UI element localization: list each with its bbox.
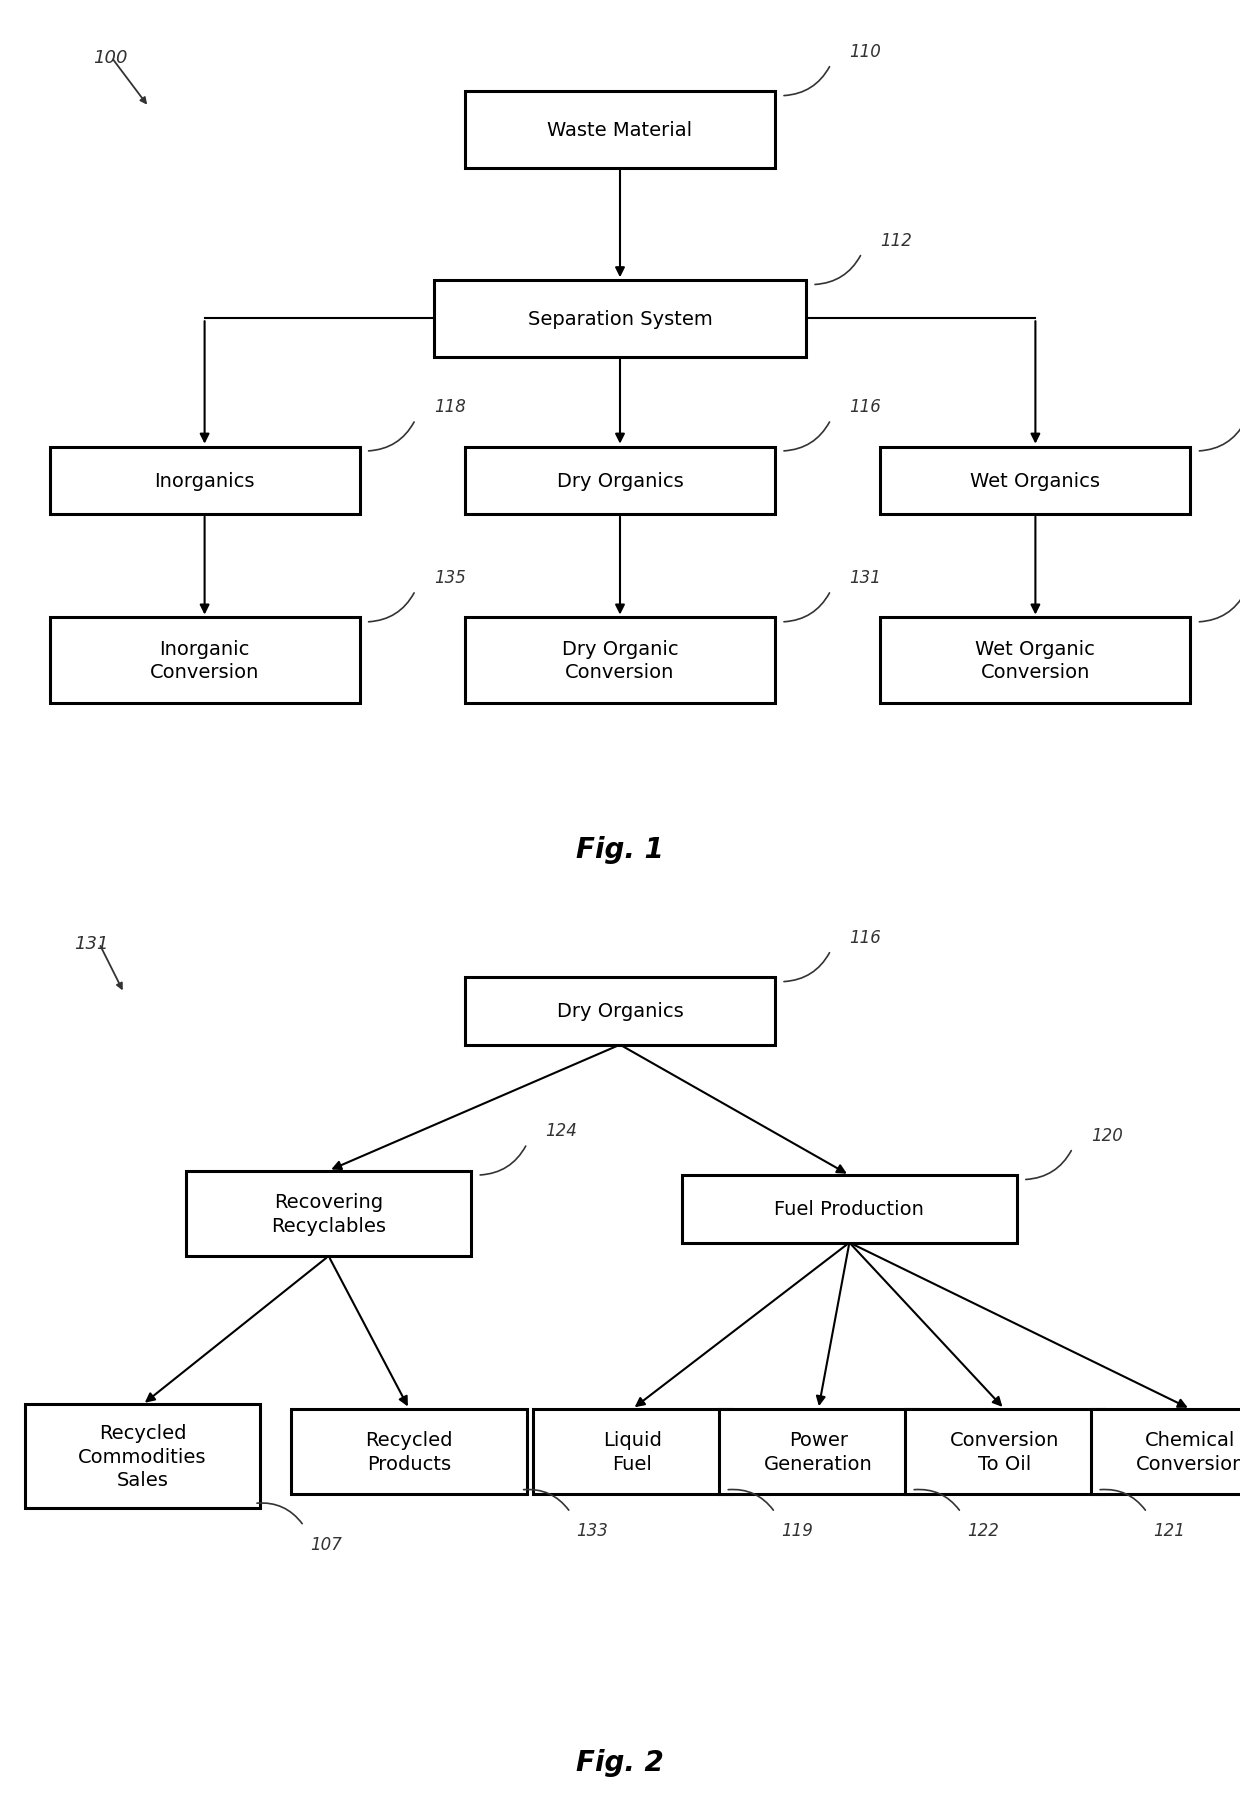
Text: Fuel Production: Fuel Production (775, 1199, 924, 1219)
Text: 122: 122 (967, 1521, 999, 1539)
Bar (465, 978, 775, 1045)
Text: Wet Organic
Conversion: Wet Organic Conversion (976, 640, 1095, 681)
Text: 118: 118 (434, 397, 466, 415)
Bar (682, 1176, 1017, 1242)
Text: 124: 124 (546, 1122, 578, 1140)
Text: 112: 112 (880, 232, 913, 250)
Text: 121: 121 (1153, 1521, 1185, 1539)
Text: 135: 135 (434, 568, 466, 586)
Bar (186, 1170, 471, 1257)
Bar (880, 448, 1190, 514)
Text: Fig. 2: Fig. 2 (577, 1748, 663, 1776)
Text: 120: 120 (1091, 1126, 1123, 1144)
Text: Separation System: Separation System (528, 309, 712, 329)
Bar (50, 619, 360, 703)
Bar (465, 448, 775, 514)
Text: Dry Organics: Dry Organics (557, 1001, 683, 1021)
Bar (1091, 1410, 1240, 1494)
Bar (905, 1410, 1104, 1494)
Bar (533, 1410, 732, 1494)
Text: Inorganics: Inorganics (154, 471, 255, 491)
Text: Recycled
Commodities
Sales: Recycled Commodities Sales (78, 1424, 207, 1489)
Bar (719, 1410, 918, 1494)
Text: 131: 131 (849, 568, 882, 586)
Text: 131: 131 (74, 935, 109, 953)
Text: Chemical
Conversion: Chemical Conversion (1136, 1431, 1240, 1473)
Bar (25, 1404, 260, 1509)
Text: Waste Material: Waste Material (547, 120, 693, 140)
Bar (465, 92, 775, 169)
Text: Liquid
Fuel: Liquid Fuel (603, 1431, 662, 1473)
Text: Recovering
Recyclables: Recovering Recyclables (272, 1192, 386, 1235)
Text: Conversion
To Oil: Conversion To Oil (950, 1431, 1059, 1473)
Bar (880, 619, 1190, 703)
Text: Recycled
Products: Recycled Products (366, 1431, 453, 1473)
Text: Dry Organic
Conversion: Dry Organic Conversion (562, 640, 678, 681)
Bar (50, 448, 360, 514)
Text: 107: 107 (310, 1535, 342, 1553)
Bar (434, 280, 806, 358)
Text: Inorganic
Conversion: Inorganic Conversion (150, 640, 259, 681)
Text: 110: 110 (849, 43, 882, 61)
Text: 100: 100 (93, 49, 128, 68)
Text: 116: 116 (849, 397, 882, 415)
Text: 119: 119 (781, 1521, 813, 1539)
Text: Wet Organics: Wet Organics (971, 471, 1100, 491)
Text: Dry Organics: Dry Organics (557, 471, 683, 491)
Text: Power
Generation: Power Generation (764, 1431, 873, 1473)
Text: 133: 133 (577, 1521, 609, 1539)
Bar (291, 1410, 527, 1494)
Bar (465, 619, 775, 703)
Text: 116: 116 (849, 928, 882, 946)
Text: Fig. 1: Fig. 1 (577, 836, 663, 863)
